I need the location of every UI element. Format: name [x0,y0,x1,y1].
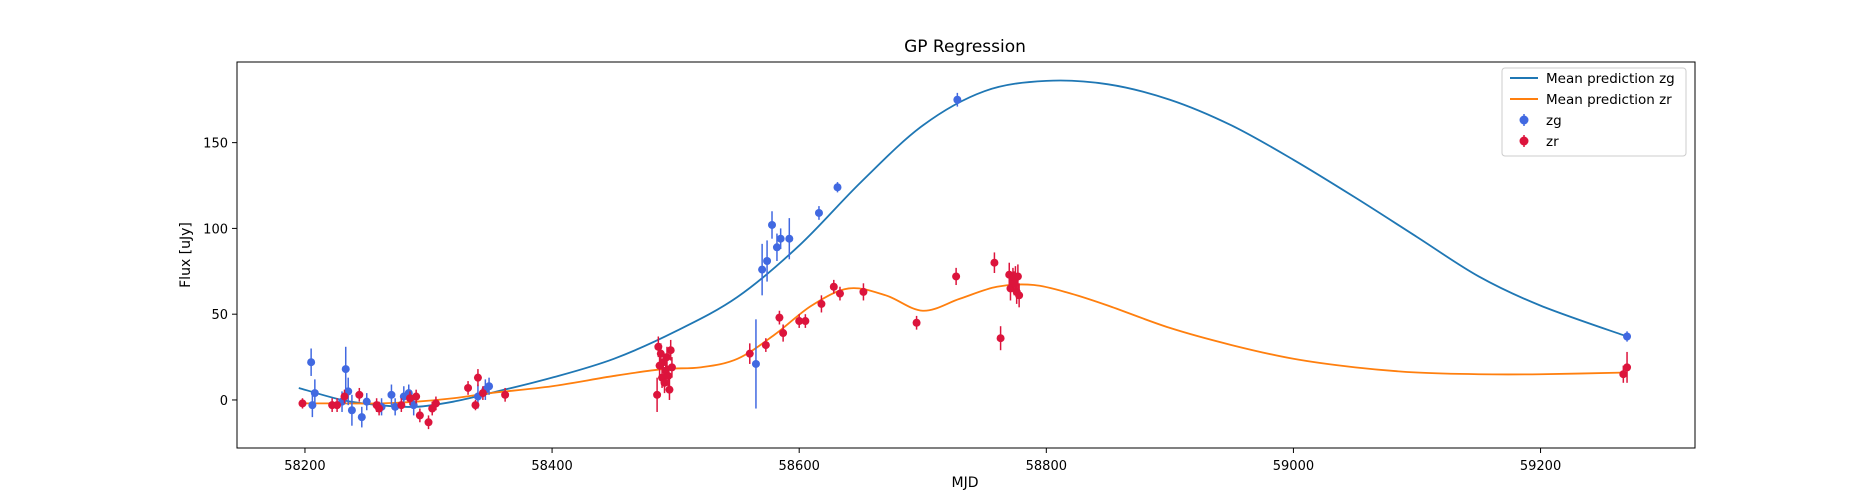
x-tick-label: 59200 [1520,459,1561,474]
data-point-zr [664,371,673,380]
data-point-zg [833,183,842,192]
data-point-zg [776,234,785,243]
data-point-zg [953,95,962,104]
prediction-line-zr [298,283,1628,405]
legend-box [1501,67,1687,157]
data-point-zr [775,313,784,322]
data-point-zr [415,411,424,420]
data-point-zr [761,341,770,350]
series-zg [307,92,1632,428]
data-point-zg [362,397,371,406]
y-tick-label: 150 [203,137,228,152]
data-point-zr [795,317,804,326]
data-point-zr [1015,291,1024,300]
data-point-zg [814,208,823,217]
x-tick-label: 58400 [531,459,572,474]
x-tick-label: 58200 [284,459,325,474]
legend: Mean prediction zg Mean prediction zr zg… [1501,67,1687,157]
data-point-zr [912,318,921,327]
data-point-zr [464,383,473,392]
data-point-zg [785,234,794,243]
data-point-zr [660,378,669,387]
prediction-curves [298,79,1628,408]
data-point-zr [405,394,414,403]
y-tick-label: 100 [203,222,228,237]
data-point-zg [308,401,317,410]
data-point-zg [751,359,760,368]
y-tick-label: 0 [220,394,228,409]
data-point-zr [779,329,788,338]
prediction-line-zg [298,79,1628,408]
data-point-zr [424,418,433,427]
data-point-zr [801,317,810,326]
data-point-zg [763,257,772,266]
data-point-zr [952,272,961,281]
series-zr [298,252,1632,430]
x-tick-label: 58800 [1026,459,1067,474]
data-point-zr [829,282,838,291]
x-axis-label: MJD [952,475,979,491]
legend-marker-zr [1519,136,1529,146]
data-point-zr [745,349,754,358]
data-point-zr [665,385,674,394]
data-point-zg [758,265,767,274]
data-point-zr [990,258,999,267]
data-point-zr [1623,363,1632,372]
data-point-zr [473,373,482,382]
y-axis-ticks: 0 50 100 150 [203,137,237,409]
data-point-zg [387,390,396,399]
plot-frame [236,61,1696,449]
data-point-zg [347,406,356,415]
data-point-zr [478,389,487,398]
data-point-zr [501,390,510,399]
data-point-zg [341,365,350,374]
data-point-zr [1013,272,1022,281]
data-point-zr [996,334,1005,343]
legend-label-zr-line: Mean prediction zr [1546,92,1672,108]
y-axis-label: Flux [uJy] [178,222,194,288]
data-point-zr [431,399,440,408]
data-point-zg [357,413,366,422]
legend-label-zr-points: zr [1546,134,1559,150]
data-point-zr [1619,370,1628,379]
data-points [298,92,1632,430]
x-tick-label: 59000 [1273,459,1314,474]
y-tick-label: 50 [211,308,228,323]
data-point-zg [307,358,316,367]
data-point-zr [412,392,421,401]
data-point-zr [375,404,384,413]
data-point-zr [340,392,349,401]
data-point-zr [835,289,844,298]
data-point-zg [1623,332,1632,341]
data-point-zr [298,399,307,408]
data-point-zg [391,402,400,411]
data-point-zg [485,382,494,391]
data-point-zg [772,243,781,252]
data-point-zr [333,401,342,410]
data-point-zr [471,401,480,410]
chart-title: GP Regression [904,37,1026,57]
data-point-zr [667,363,676,372]
data-point-zr [397,401,406,410]
data-point-zr [662,353,671,362]
data-point-zr [653,390,662,399]
data-point-zg [768,220,777,229]
legend-marker-zg [1519,115,1529,125]
data-point-zr [859,287,868,296]
legend-label-zg-line: Mean prediction zg [1546,71,1675,87]
x-tick-label: 58600 [779,459,820,474]
data-point-zr [817,299,826,308]
data-point-zr [666,346,675,355]
legend-label-zg-points: zg [1546,113,1562,129]
x-axis-ticks: 58200 58400 58600 58800 59000 59200 [284,448,1561,474]
data-point-zr [355,390,364,399]
